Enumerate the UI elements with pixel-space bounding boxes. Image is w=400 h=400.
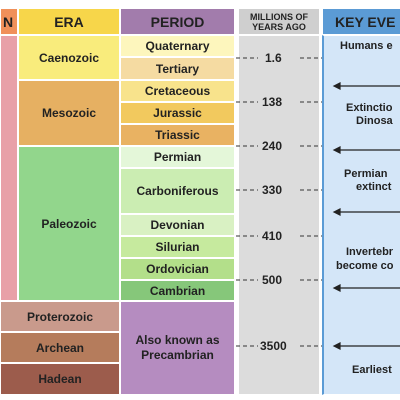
years-column <box>238 35 320 395</box>
period: Permian <box>120 146 235 168</box>
event-text: Dinosa <box>356 115 393 127</box>
years-label: 240 <box>262 139 283 153</box>
years-label: 330 <box>262 183 283 197</box>
event-text: Earliest <box>352 364 392 376</box>
header-events: KEY EVE <box>322 8 400 35</box>
header-period: PERIOD <box>120 8 235 35</box>
header-era: ERA <box>18 8 120 35</box>
period: Tertiary <box>120 57 235 80</box>
header-eon: N <box>0 8 18 35</box>
period: Carboniferous <box>120 168 235 214</box>
years-label: 3500 <box>260 339 287 353</box>
events-column <box>322 35 400 395</box>
years-label: 410 <box>262 229 283 243</box>
era: Mesozoic <box>18 80 120 146</box>
period: Jurassic <box>120 102 235 124</box>
event-text: Invertebr <box>346 246 394 258</box>
era: Paleozoic <box>18 146 120 301</box>
period: Silurian <box>120 236 235 258</box>
period: Cambrian <box>120 280 235 301</box>
period: Ordovician <box>120 258 235 280</box>
period: Cretaceous <box>120 80 235 102</box>
years-label: 1.6 <box>265 51 282 65</box>
precambrian-note: Also known as Precambrian <box>120 301 235 395</box>
eon: Proterozoic <box>0 301 120 332</box>
event-text: Extinctio <box>346 102 393 114</box>
period: Quaternary <box>120 35 235 57</box>
era: Caenozoic <box>18 35 120 80</box>
event-text: extinct <box>356 181 392 193</box>
period: Devonian <box>120 214 235 236</box>
period: Triassic <box>120 124 235 146</box>
event-text: Permian <box>344 168 388 180</box>
event-text: become co <box>336 260 394 272</box>
eon: Hadean <box>0 363 120 395</box>
years-label: 138 <box>262 95 283 109</box>
header-years: MILLIONS OF YEARS AGO <box>238 8 320 35</box>
event-text: Humans e <box>340 40 393 52</box>
eon: Archean <box>0 332 120 363</box>
eon-column <box>0 35 18 301</box>
years-label: 500 <box>262 273 283 287</box>
